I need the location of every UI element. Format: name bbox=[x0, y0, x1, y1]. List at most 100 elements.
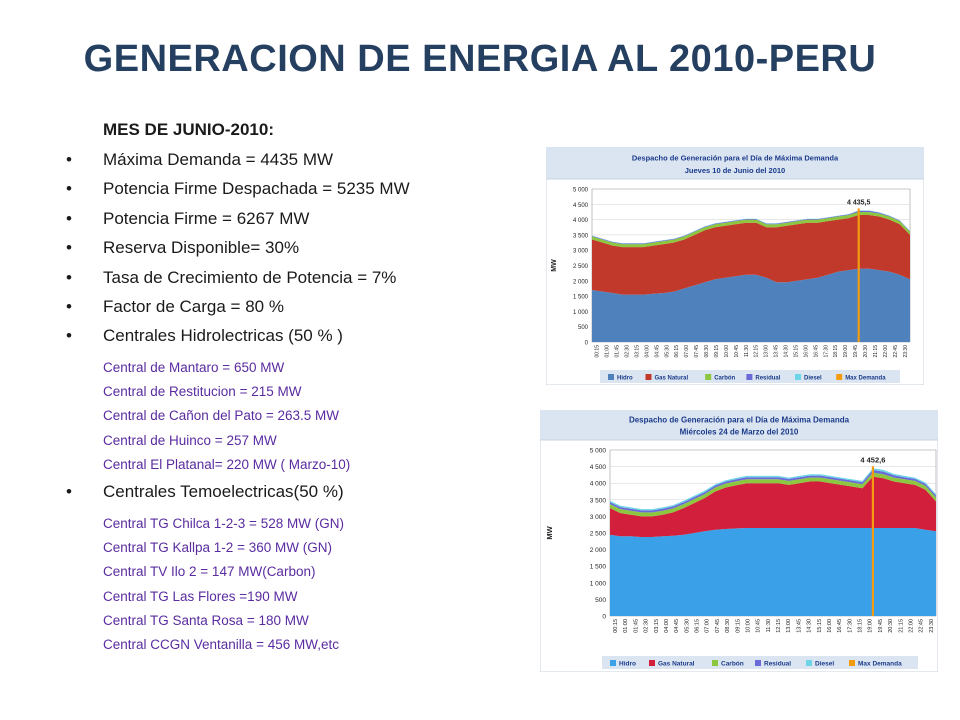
y-tick-label: 1 000 bbox=[573, 310, 589, 316]
x-tick-label: 20:30 bbox=[863, 345, 869, 358]
bullet-hydro: Centrales Hidrolectricas (50 % ) bbox=[66, 324, 536, 353]
x-tick-label: 19:00 bbox=[843, 345, 849, 358]
hydro-plant-item: Central de Huinco = 257 MW bbox=[103, 432, 277, 448]
x-tick-label: 21:15 bbox=[873, 345, 879, 358]
y-tick-label: 2 500 bbox=[590, 531, 607, 538]
slide-title: GENERACION DE ENERGIA AL 2010-PERU bbox=[83, 38, 877, 80]
thermal-plant-item: Central TG Kallpa 1-2 = 360 MW (GN) bbox=[103, 539, 332, 555]
x-tick-label: 05:30 bbox=[684, 619, 690, 633]
x-tick-label: 18:15 bbox=[858, 619, 864, 633]
bullet-reserve: Reserva Disponible= 30% bbox=[66, 236, 536, 265]
legend-swatch bbox=[712, 660, 718, 666]
y-tick-label: 4 000 bbox=[573, 218, 589, 224]
y-tick-label: 1 500 bbox=[573, 295, 589, 301]
series-area-carb-n bbox=[610, 472, 936, 517]
legend-label: Hidro bbox=[619, 661, 636, 668]
legend-label: Gas Natural bbox=[655, 376, 689, 382]
legend-swatch bbox=[806, 660, 812, 666]
legend-label: Gas Natural bbox=[658, 661, 695, 668]
x-tick-label: 22:45 bbox=[893, 345, 899, 358]
x-tick-label: 19:00 bbox=[868, 619, 874, 633]
y-tick-label: 2 500 bbox=[573, 264, 589, 270]
legend-label: Residual bbox=[755, 376, 780, 382]
x-tick-label: 04:00 bbox=[644, 345, 650, 358]
legend-swatch bbox=[649, 660, 655, 666]
x-tick-label: 22:00 bbox=[908, 619, 914, 633]
x-tick-label: 23:30 bbox=[903, 345, 909, 358]
x-tick-label: 04:45 bbox=[654, 345, 660, 358]
x-tick-label: 19:45 bbox=[878, 619, 884, 633]
series-area-carb-n bbox=[592, 212, 910, 248]
x-tick-label: 08:30 bbox=[725, 619, 731, 633]
y-axis-label: MW bbox=[551, 259, 558, 272]
legend-label: Hidro bbox=[617, 376, 633, 382]
y-tick-label: 3 000 bbox=[590, 514, 607, 521]
y-tick-label: 500 bbox=[578, 325, 589, 331]
x-tick-label: 00:15 bbox=[613, 619, 619, 633]
x-tick-label: 20:30 bbox=[888, 619, 894, 633]
thermal-plant-item: Central TV Ilo 2 = 147 MW(Carbon) bbox=[103, 564, 316, 580]
series-area-residual bbox=[610, 469, 936, 513]
x-tick-label: 16:45 bbox=[813, 345, 819, 358]
y-tick-label: 5 000 bbox=[573, 188, 589, 194]
hydro-plant-item: Central de Restitucion = 215 MW bbox=[103, 384, 302, 400]
x-tick-label: 06:15 bbox=[695, 619, 701, 633]
bullet-list: Máxima Demanda = 4435 MW Potencia Firme … bbox=[66, 148, 536, 658]
x-tick-label: 16:45 bbox=[837, 619, 843, 633]
series-area-gas-natural bbox=[610, 476, 936, 537]
thermal-plant-item: Central TG Santa Rosa = 180 MW bbox=[103, 612, 309, 628]
x-tick-label: 14:30 bbox=[807, 619, 813, 633]
series-area-hidro bbox=[592, 268, 910, 342]
x-tick-label: 01:45 bbox=[615, 345, 621, 358]
legend-swatch bbox=[608, 374, 614, 380]
x-tick-label: 07:45 bbox=[694, 345, 700, 358]
generation-chart-june: Despacho de Generación para el Día de Má… bbox=[546, 147, 924, 385]
legend-label: Max Demanda bbox=[845, 376, 886, 382]
x-tick-label: 10:00 bbox=[724, 345, 730, 358]
x-tick-label: 07:00 bbox=[705, 619, 711, 633]
x-tick-label: 16:00 bbox=[827, 619, 833, 633]
x-tick-label: 11:30 bbox=[766, 619, 772, 632]
x-tick-label: 14:30 bbox=[784, 345, 790, 358]
y-tick-label: 3 000 bbox=[573, 249, 589, 255]
x-tick-label: 21:15 bbox=[898, 619, 904, 633]
chart-title: Despacho de Generación para el Día de Má… bbox=[632, 153, 839, 162]
x-tick-label: 00:15 bbox=[595, 345, 601, 358]
bullet-thermal: Centrales Temoelectricas(50 %) bbox=[66, 480, 536, 509]
legend-swatch bbox=[746, 374, 753, 380]
legend-swatch bbox=[849, 660, 855, 666]
legend-swatch bbox=[705, 374, 712, 380]
y-tick-label: 0 bbox=[602, 614, 606, 621]
x-tick-label: 15:15 bbox=[793, 345, 799, 358]
thermal-plant-item: Central TG Chilca 1-2-3 = 528 MW (GN) bbox=[103, 515, 344, 531]
x-tick-label: 11:30 bbox=[744, 345, 750, 357]
series-area-hidro bbox=[610, 528, 936, 616]
x-tick-label: 13:00 bbox=[786, 619, 792, 633]
legend-label: Max Demanda bbox=[858, 661, 902, 668]
series-area-gas-natural bbox=[592, 215, 910, 295]
x-tick-label: 01:00 bbox=[605, 345, 611, 358]
legend-swatch bbox=[836, 374, 843, 380]
x-tick-label: 02:30 bbox=[644, 619, 650, 633]
slide-subtitle: MES DE JUNIO-2010: bbox=[103, 120, 274, 139]
thermal-plant-item: Central TG Las Flores =190 MW bbox=[103, 588, 298, 604]
chart-subtitle: Miércoles 24 de Marzo del 2010 bbox=[680, 428, 799, 437]
y-tick-label: 1 000 bbox=[590, 580, 607, 587]
x-tick-label: 04:00 bbox=[664, 619, 670, 633]
max-demand-label: 4 452,6 bbox=[860, 455, 885, 464]
y-tick-label: 4 000 bbox=[590, 481, 607, 488]
y-tick-label: 2 000 bbox=[573, 279, 589, 285]
legend-swatch bbox=[755, 660, 761, 666]
x-tick-label: 17:30 bbox=[823, 345, 829, 358]
legend-label: Carbón bbox=[714, 376, 735, 382]
x-tick-label: 10:00 bbox=[745, 619, 751, 633]
y-axis-label: MW bbox=[545, 525, 554, 539]
x-tick-label: 22:45 bbox=[919, 619, 925, 633]
legend-label: Diesel bbox=[815, 661, 834, 668]
x-tick-label: 05:30 bbox=[664, 345, 670, 358]
x-tick-label: 03:15 bbox=[654, 619, 660, 633]
x-tick-label: 07:45 bbox=[715, 619, 721, 633]
legend-label: Diesel bbox=[804, 376, 822, 382]
x-tick-label: 18:15 bbox=[833, 345, 839, 358]
x-tick-label: 01:45 bbox=[633, 619, 639, 633]
